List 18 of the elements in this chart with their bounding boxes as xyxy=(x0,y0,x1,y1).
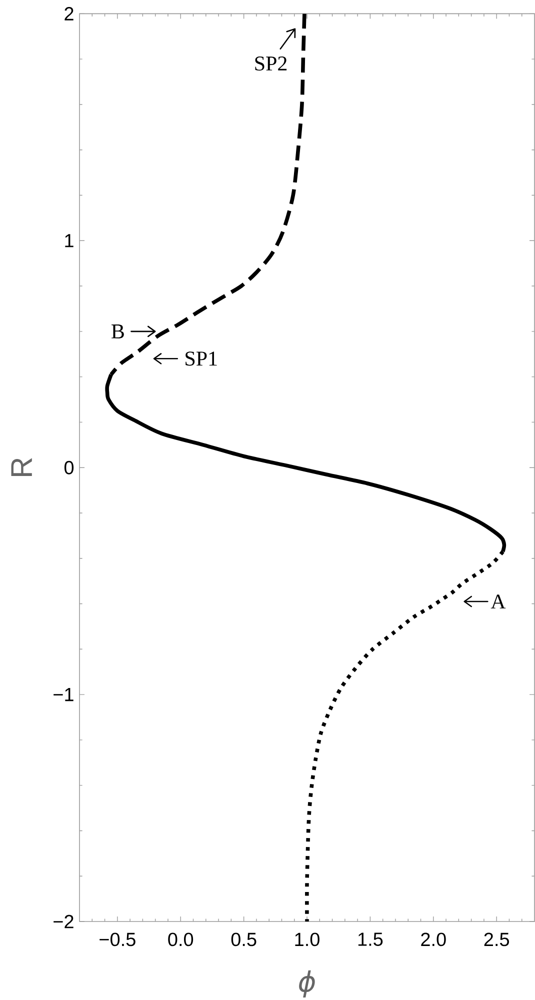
y-tick-label: −1 xyxy=(54,688,74,702)
x-tick-label: −0.5 xyxy=(100,932,136,946)
y-tick-label: 1 xyxy=(65,234,74,248)
annotation: A xyxy=(490,594,506,608)
x-tick-label: 0.5 xyxy=(231,932,256,946)
x-tick-label: 2.5 xyxy=(484,932,509,946)
x-tick-label: 2.0 xyxy=(421,932,446,946)
y-tick-label: 2 xyxy=(64,7,74,20)
x-axis-title: ϕ xyxy=(299,970,315,998)
x-tick-label: 1.0 xyxy=(295,932,320,946)
y-tick-label: 0 xyxy=(64,460,74,474)
annotation: B xyxy=(112,324,124,338)
x-tick-label: 0.0 xyxy=(168,932,194,946)
annotation: SP1 xyxy=(186,352,217,366)
y-tick-label: −2 xyxy=(54,914,74,928)
annotation: SP2 xyxy=(255,56,287,71)
x-tick-label: 1.5 xyxy=(358,932,383,946)
y-axis-title: R xyxy=(11,458,32,476)
